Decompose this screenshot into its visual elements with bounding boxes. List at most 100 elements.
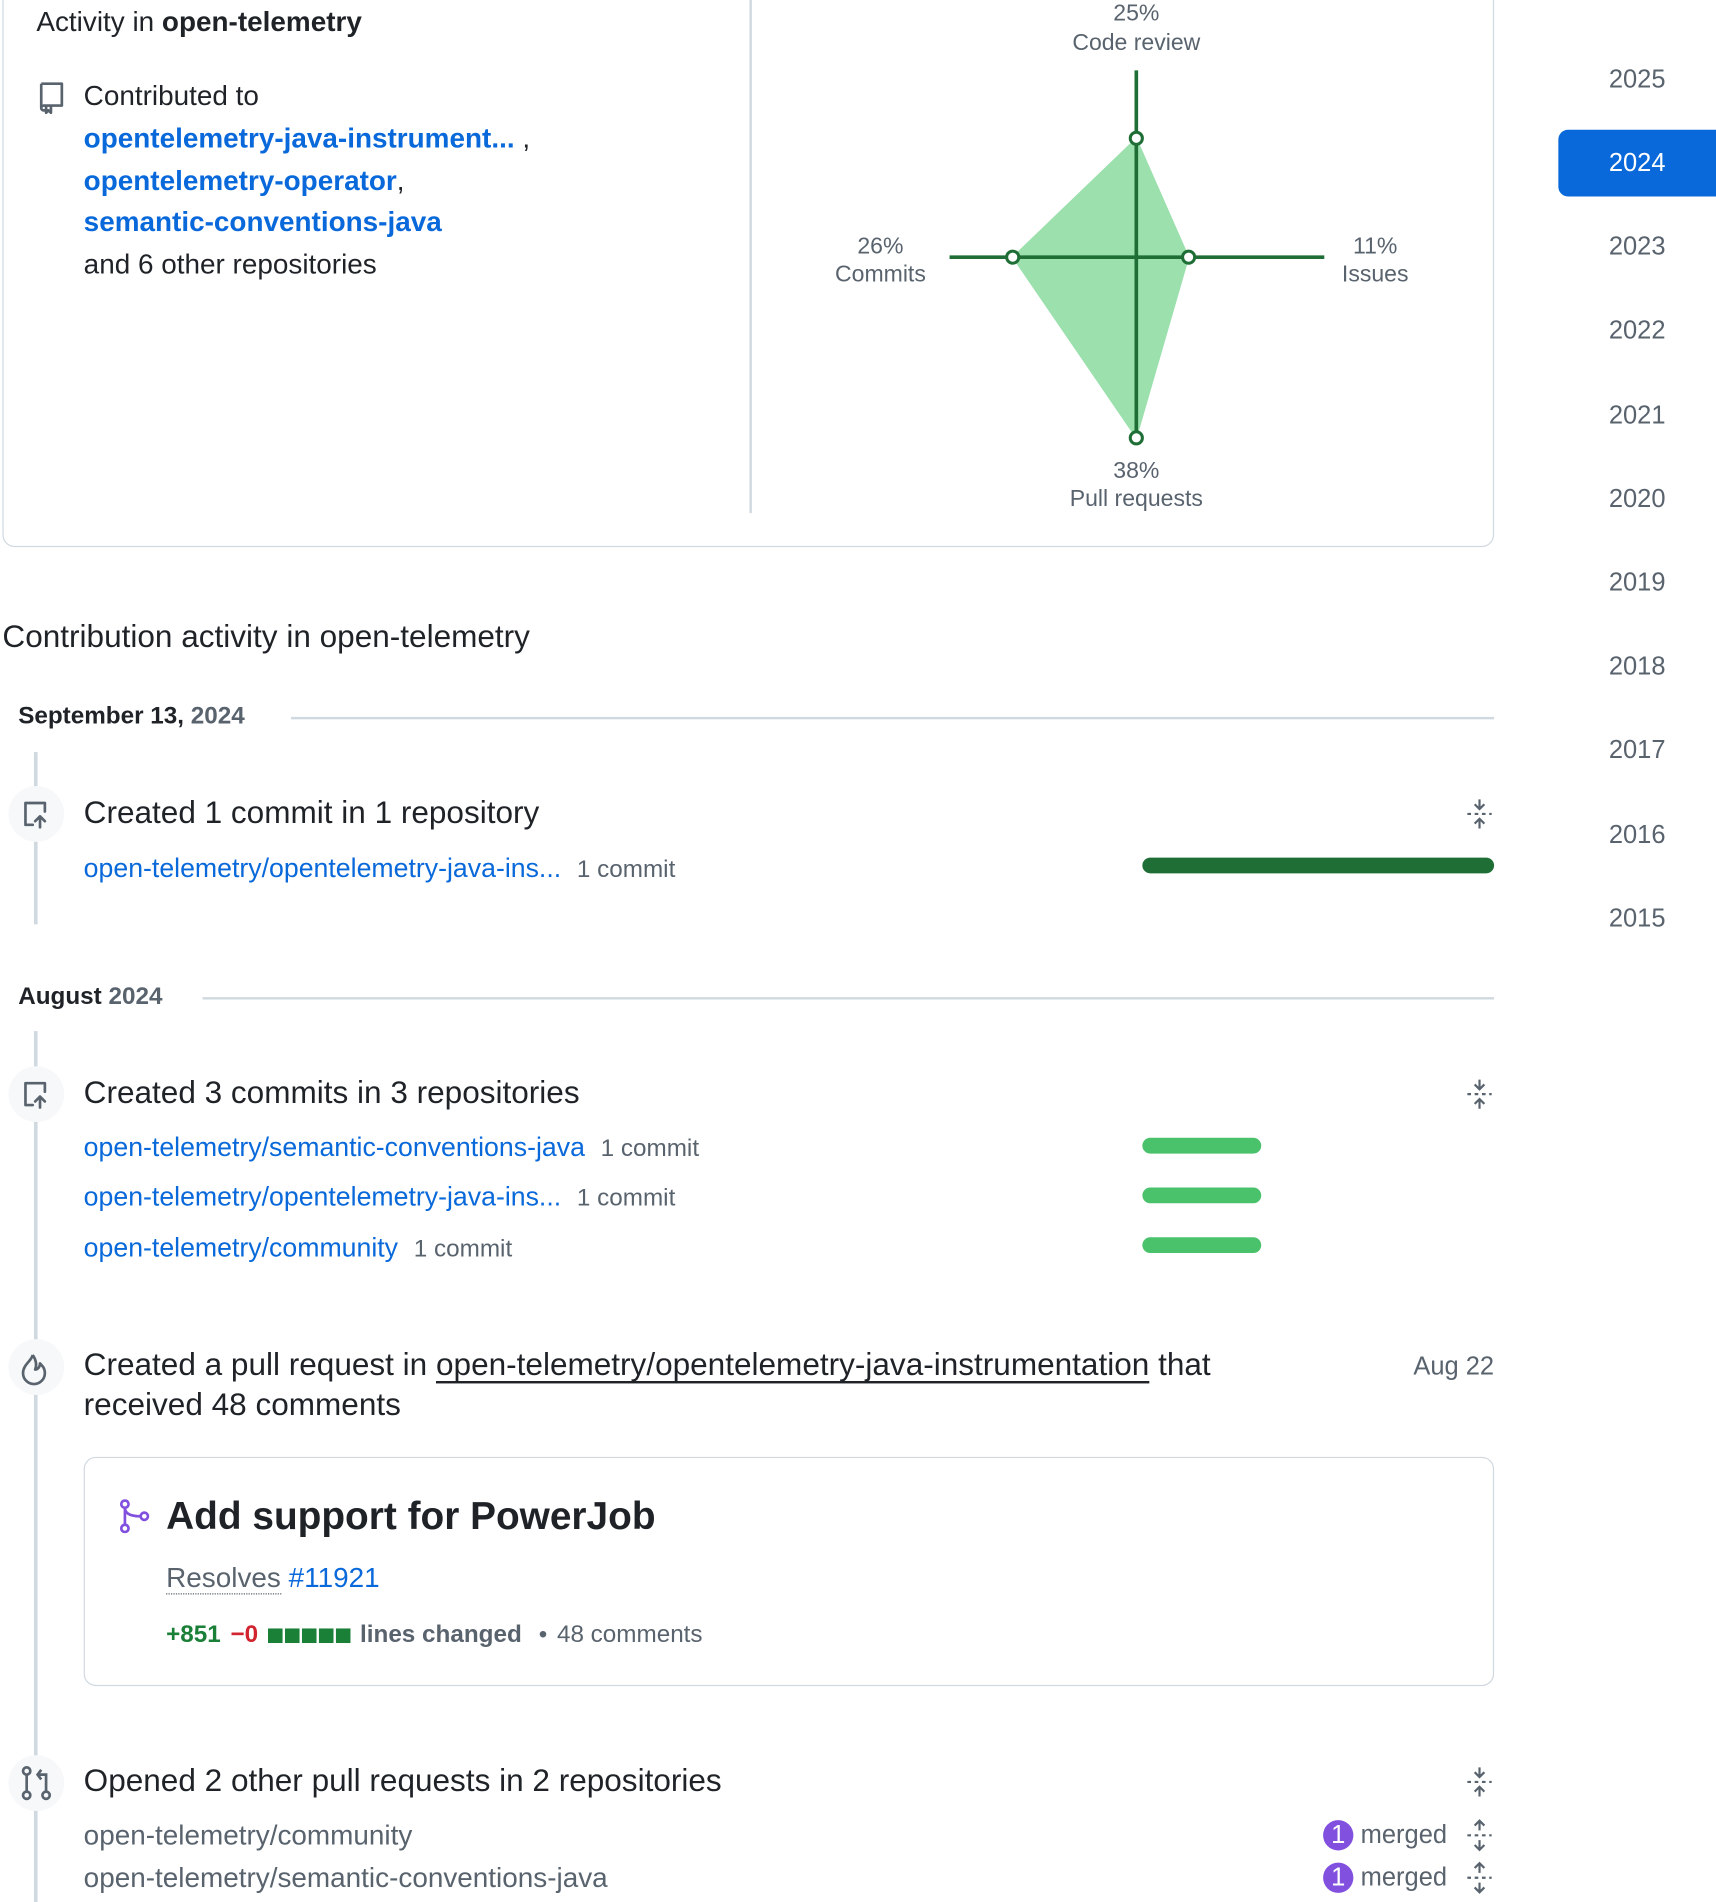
commit-bar [1142, 1137, 1262, 1154]
comments: 48 comments [556, 1621, 703, 1648]
radar-percent: 26% [857, 233, 903, 259]
repo-link[interactable]: semantic-conventions-java [83, 205, 442, 238]
radar-point [1128, 130, 1144, 146]
event-title: Created a pull request in open-telemetry… [84, 1346, 1211, 1384]
commit-count: 1 commit [600, 1135, 700, 1163]
collapse-button[interactable] [1465, 1765, 1494, 1799]
repo-link[interactable]: open-telemetry/opentelemetry-java-instru… [436, 1345, 1150, 1383]
commit-icon [8, 786, 65, 842]
collapse-button[interactable] [1465, 1077, 1494, 1111]
year-link[interactable]: 2025 [1608, 65, 1666, 94]
repo-link[interactable]: open-telemetry/community [83, 1818, 413, 1851]
pr-icon [8, 1339, 65, 1395]
org-name: open-telemetry [161, 5, 362, 37]
deletions: −0 [230, 1621, 259, 1648]
repo-line: opentelemetry-java-instrument... , [84, 122, 530, 155]
contributed-to: Contributed to [83, 79, 259, 111]
pr-body: Resolves #11921 [166, 1561, 380, 1595]
event-title-line2: received 48 comments [83, 1385, 401, 1423]
year-link[interactable]: 2022 [1608, 317, 1666, 345]
year-link[interactable]: 2024 [1558, 129, 1716, 197]
repo-link[interactable]: open-telemetry/opentelemetry-java-ins... [83, 1181, 562, 1212]
commit-count: 1 commit [413, 1236, 513, 1263]
title-prefix: Created a pull request in [83, 1345, 428, 1383]
pr-open-icon [8, 1755, 65, 1812]
year-link[interactable]: 2017 [1608, 736, 1666, 765]
radar-point [1181, 249, 1197, 265]
date: August [18, 983, 102, 1010]
lines-changed: lines changed [360, 1621, 522, 1648]
diffstat [267, 1627, 351, 1643]
date-rule [202, 997, 1495, 999]
issue-link[interactable]: #11921 [288, 1561, 380, 1594]
merged-status: merged [1360, 1863, 1448, 1892]
timeline-line [33, 1031, 38, 1902]
date: September 13, [18, 702, 185, 730]
radar-label: Issues [1342, 260, 1409, 286]
year-link[interactable]: 2015 [1608, 904, 1666, 933]
commit-count: 1 commit [576, 1185, 676, 1212]
separator: , [522, 121, 531, 154]
radar-area [1011, 137, 1190, 440]
repo-link[interactable]: opentelemetry-java-instrument... [83, 121, 515, 154]
pr-card [83, 1456, 1495, 1687]
repo-link[interactable]: open-telemetry/opentelemetry-java-ins... [83, 852, 562, 884]
radar-label: Code review [1072, 29, 1200, 55]
year-link[interactable]: 2016 [1608, 820, 1666, 849]
repo-icon [39, 82, 64, 115]
repo-row: open-telemetry/community 1 commit [84, 1232, 513, 1264]
repo-link[interactable]: open-telemetry/semantic-conventions-java [83, 1131, 585, 1163]
repo-row: open-telemetry/semantic-conventions-java… [84, 1132, 699, 1164]
repo-row: open-telemetry/opentelemetry-java-ins...… [84, 1181, 676, 1213]
radar-label: Pull requests [1070, 485, 1203, 511]
repo-line: opentelemetry-operator, [84, 164, 405, 197]
merged-count: 1 [1323, 1862, 1354, 1893]
radar-percent: 38% [1113, 457, 1159, 483]
repo-link[interactable]: opentelemetry-operator [83, 164, 397, 196]
event-title: Opened 2 other pull requests in 2 reposi… [83, 1761, 722, 1799]
repo-link[interactable]: open-telemetry/semantic-conventions-java [83, 1861, 608, 1893]
year-link[interactable]: 2020 [1608, 484, 1666, 513]
merged-badge: 1 merged [1323, 1820, 1448, 1851]
radar-percent: 11% [1353, 233, 1397, 259]
date-header: August 2024 [18, 983, 162, 1011]
date-header: September 13, 2024 [18, 703, 245, 731]
collapse-button[interactable] [1465, 797, 1494, 831]
date-rule [291, 716, 1495, 719]
title-prefix: Activity in [36, 5, 155, 37]
divider [749, 0, 752, 514]
commit-bar [1142, 1237, 1262, 1254]
additions: +851 [166, 1621, 221, 1648]
year-link[interactable]: 2019 [1608, 568, 1666, 597]
merged-badge: 1 merged [1323, 1862, 1448, 1893]
pr-stats: +851 −0 lines changed • 48 comments [166, 1621, 703, 1648]
merged-icon [119, 1499, 150, 1534]
event-title: Created 1 commit in 1 repository [83, 793, 540, 831]
title-suffix: that [1158, 1345, 1211, 1383]
year: 2024 [108, 983, 163, 1010]
year-link[interactable]: 2021 [1608, 401, 1666, 429]
repo-line: semantic-conventions-java [84, 206, 442, 239]
other-repos: and 6 other repositories [83, 248, 377, 280]
pr-title[interactable]: Add support for PowerJob [166, 1493, 656, 1538]
event-date: Aug 22 [1413, 1352, 1495, 1381]
commit-count: 1 commit [576, 856, 676, 884]
merged-status: merged [1360, 1820, 1448, 1849]
year-link[interactable]: 2023 [1608, 233, 1666, 262]
commit-icon [8, 1066, 65, 1123]
radar-percent: 25% [1113, 0, 1159, 26]
merged-count: 1 [1323, 1820, 1354, 1851]
commit-bar [1142, 857, 1495, 874]
repo-link[interactable]: open-telemetry/community [83, 1232, 399, 1263]
commit-bar [1142, 1187, 1262, 1204]
contribution-heading: Contribution activity in open-telemetry [2, 618, 530, 655]
year-link[interactable]: 2018 [1608, 652, 1666, 681]
event-title: Created 3 commits in 3 repositories [83, 1074, 580, 1111]
radar-point [1005, 249, 1021, 265]
expand-button[interactable] [1465, 1861, 1494, 1895]
overview-title: Activity in open-telemetry [36, 5, 362, 38]
expand-button[interactable] [1465, 1818, 1494, 1852]
radar-chart: 25% Code review 11%Issues 38%Pull requests 2… [835, 0, 1409, 511]
